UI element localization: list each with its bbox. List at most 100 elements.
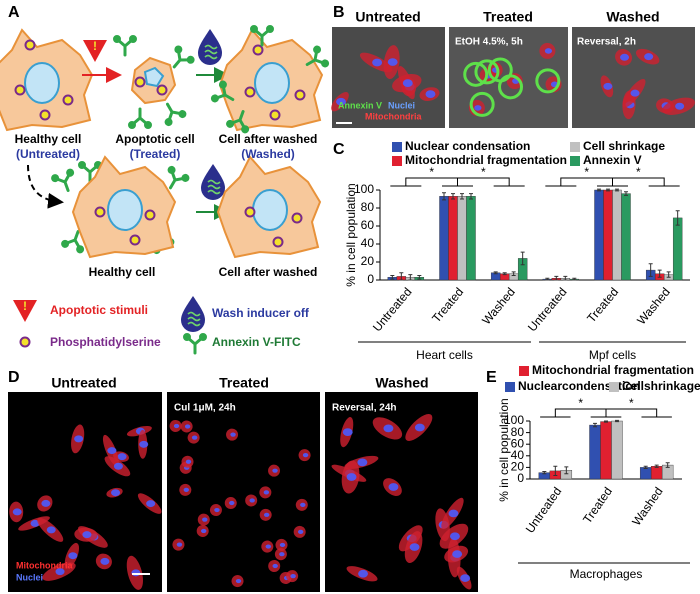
nucleus-blob	[173, 423, 180, 429]
error-bar	[666, 271, 671, 278]
legend-label: Apoptotic stimuli	[50, 303, 148, 317]
condition-label: Reversal, 2h	[577, 37, 636, 48]
nucleus-blob	[300, 502, 306, 507]
cell-label: Cell after washed	[219, 265, 318, 279]
nucleus-blob	[402, 79, 413, 87]
error-bar	[469, 193, 473, 200]
stain-label: Nuclei	[388, 100, 415, 110]
error-bar	[657, 269, 662, 278]
significance-bracket	[590, 408, 672, 418]
error-bar	[399, 272, 404, 281]
nucleus-blob	[644, 53, 654, 61]
bar	[603, 189, 613, 281]
error-bar	[460, 193, 464, 200]
cell-label: Apoptotic cell	[115, 132, 194, 146]
nucleus-blob	[388, 483, 399, 491]
significance-label: *	[481, 165, 486, 179]
error-bar	[606, 188, 610, 192]
image-header: Washed	[375, 375, 428, 391]
micrographs	[331, 27, 695, 128]
panel-letter: C	[333, 141, 345, 158]
nucleus-blob	[279, 542, 286, 548]
bar	[621, 193, 631, 281]
image-header: Treated	[219, 375, 269, 391]
nucleus-blob	[55, 568, 65, 576]
x-tick-label: Untreated	[370, 285, 415, 334]
nucleus-blob	[279, 552, 285, 557]
significance-bracket	[442, 177, 525, 187]
error-bar	[520, 251, 525, 266]
nucleus-blob	[342, 428, 353, 436]
error-bar	[442, 192, 446, 201]
panel-letter: A	[8, 4, 20, 21]
legend-label: Mitochondrial fragmentation	[532, 363, 694, 377]
x-tick-label: Treated	[584, 285, 621, 325]
error-bar	[665, 462, 670, 468]
nucleus-blob	[113, 462, 123, 470]
error-bar	[675, 210, 680, 226]
y-tick-label: 60	[511, 436, 525, 450]
y-tick-label: 0	[367, 272, 374, 286]
bar	[612, 189, 622, 281]
stain-label: Nuclei	[16, 572, 43, 582]
error-bar	[572, 277, 577, 281]
cell-label: Healthy cell	[15, 132, 82, 146]
image-header: Washed	[606, 9, 659, 25]
error-bar	[593, 422, 597, 428]
error-bar	[417, 275, 422, 280]
nucleus-blob	[146, 500, 156, 508]
bar	[650, 466, 663, 480]
error-bar	[597, 188, 601, 192]
nucleus-blob	[346, 473, 357, 481]
error-bar	[563, 275, 568, 281]
legend-label: Cell shrinkage	[583, 139, 665, 153]
nucleus-blob	[603, 82, 613, 90]
error-bar	[390, 275, 395, 280]
y-tick-label: 100	[504, 413, 524, 427]
significance-bracket	[540, 408, 622, 418]
image-header: Untreated	[51, 375, 116, 391]
legend-label: Annexin V	[583, 153, 642, 167]
error-bar	[545, 277, 550, 281]
y-tick-label: 0	[517, 471, 524, 485]
cell-label: (Untreated)	[16, 147, 80, 161]
significance-bracket	[390, 177, 473, 187]
legend-label: Wash inducer off	[212, 306, 310, 320]
group-label: Heart cells	[416, 348, 473, 362]
x-tick-label: Washed	[634, 285, 673, 327]
nucleus-blob	[30, 519, 40, 527]
legend-label: Mitochondrial fragmentation	[405, 153, 567, 167]
cell-label: (Treated)	[130, 147, 181, 161]
nucleus-blob	[41, 499, 51, 507]
nucleus-blob	[265, 544, 272, 549]
y-tick-label: 80	[361, 200, 375, 214]
nucleus-blob	[630, 89, 640, 97]
y-tick-label: 20	[511, 460, 525, 474]
stain-label: Annexin V	[338, 100, 382, 110]
nucleus-blob	[302, 453, 309, 458]
nucleus-blob	[191, 435, 198, 440]
y-tick-label: 40	[361, 236, 375, 250]
legend-label: Phosphatidylserine	[50, 335, 161, 349]
nucleus-blob	[425, 90, 436, 98]
bar	[466, 196, 476, 281]
bar	[611, 420, 623, 480]
nucleus-blob	[387, 58, 398, 66]
error-bar	[654, 464, 659, 468]
nucleus-blob	[272, 468, 278, 473]
nucleus-blob	[452, 550, 463, 558]
annexin-ring	[535, 68, 561, 94]
bar	[594, 189, 604, 281]
nucleus-blob	[409, 543, 420, 551]
nucleus-blob	[117, 453, 127, 461]
nucleus-blob	[448, 509, 459, 518]
nucleus-blob	[383, 424, 394, 433]
nucleus-blob	[460, 574, 471, 582]
nucleus-blob	[336, 97, 346, 106]
legend-label: Nuclear condensation	[405, 139, 530, 153]
error-bar	[648, 263, 653, 277]
error-bar	[564, 466, 569, 475]
bar	[589, 424, 601, 480]
y-axis-label: % in cell population	[497, 398, 511, 501]
